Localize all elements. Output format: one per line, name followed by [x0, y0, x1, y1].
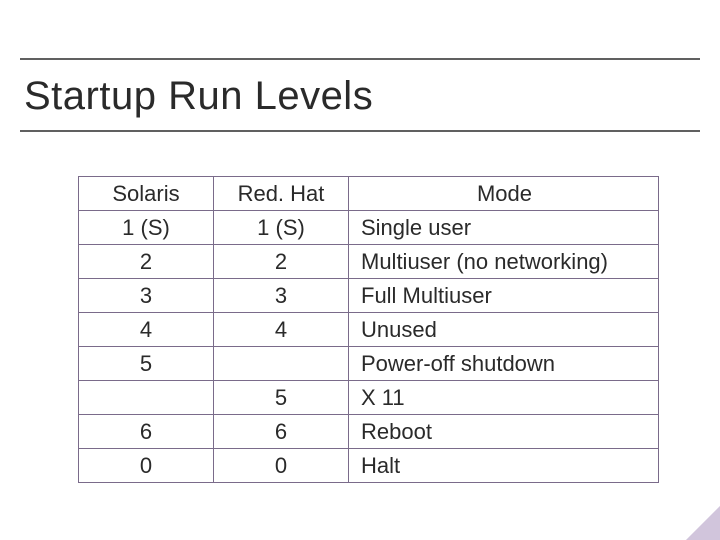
divider-top — [20, 58, 700, 60]
cell-solaris: 5 — [79, 347, 214, 381]
cell-mode: Power-off shutdown — [349, 347, 659, 381]
divider-under-title — [20, 130, 700, 132]
cell-mode: Full Multiuser — [349, 279, 659, 313]
cell-solaris: 4 — [79, 313, 214, 347]
table-row: 5 X 11 — [79, 381, 659, 415]
cell-redhat: 5 — [214, 381, 349, 415]
col-header-redhat: Red. Hat — [214, 177, 349, 211]
table-row: 5 Power-off shutdown — [79, 347, 659, 381]
table-row: 3 3 Full Multiuser — [79, 279, 659, 313]
cell-solaris: 0 — [79, 449, 214, 483]
cell-redhat: 2 — [214, 245, 349, 279]
cell-solaris: 2 — [79, 245, 214, 279]
table-row: 0 0 Halt — [79, 449, 659, 483]
corner-accent-icon — [686, 506, 720, 540]
cell-mode: X 11 — [349, 381, 659, 415]
col-header-solaris: Solaris — [79, 177, 214, 211]
cell-redhat: 4 — [214, 313, 349, 347]
col-header-mode: Mode — [349, 177, 659, 211]
cell-redhat: 1 (S) — [214, 211, 349, 245]
table-row: 2 2 Multiuser (no networking) — [79, 245, 659, 279]
cell-solaris: 1 (S) — [79, 211, 214, 245]
runlevel-table-wrap: Solaris Red. Hat Mode 1 (S) 1 (S) Single… — [78, 176, 659, 483]
cell-redhat — [214, 347, 349, 381]
runlevel-table: Solaris Red. Hat Mode 1 (S) 1 (S) Single… — [78, 176, 659, 483]
cell-redhat: 6 — [214, 415, 349, 449]
cell-mode: Halt — [349, 449, 659, 483]
cell-solaris — [79, 381, 214, 415]
cell-redhat: 3 — [214, 279, 349, 313]
table-header-row: Solaris Red. Hat Mode — [79, 177, 659, 211]
cell-solaris: 3 — [79, 279, 214, 313]
cell-mode: Unused — [349, 313, 659, 347]
table-row: 4 4 Unused — [79, 313, 659, 347]
cell-mode: Multiuser (no networking) — [349, 245, 659, 279]
table-row: 1 (S) 1 (S) Single user — [79, 211, 659, 245]
cell-redhat: 0 — [214, 449, 349, 483]
cell-mode: Reboot — [349, 415, 659, 449]
page-title: Startup Run Levels — [24, 74, 373, 119]
cell-solaris: 6 — [79, 415, 214, 449]
table-row: 6 6 Reboot — [79, 415, 659, 449]
cell-mode: Single user — [349, 211, 659, 245]
